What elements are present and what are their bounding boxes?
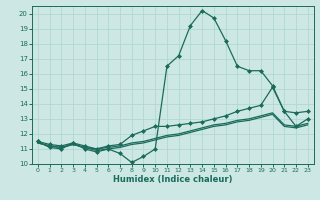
- X-axis label: Humidex (Indice chaleur): Humidex (Indice chaleur): [113, 175, 233, 184]
